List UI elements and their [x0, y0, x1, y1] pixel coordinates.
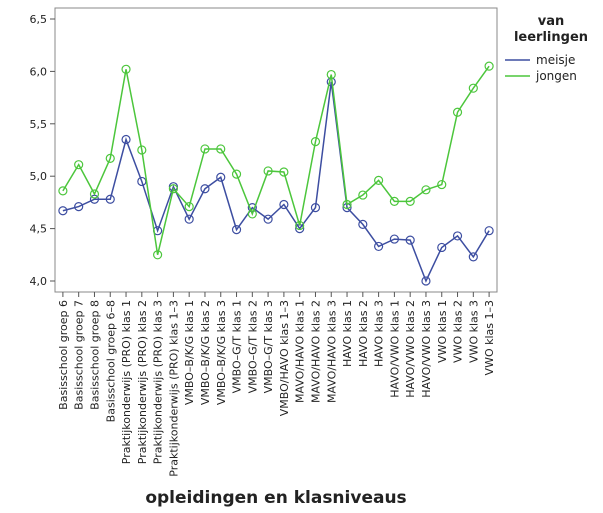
point: [184, 214, 194, 224]
series-line: [62, 65, 490, 255]
legend-title: van leerlingen: [513, 14, 589, 45]
y-tick-label: 5,0: [30, 170, 48, 183]
x-tick-label: VMBO–G/T klas 3: [262, 300, 275, 393]
point: [484, 61, 494, 71]
y-tick-label: 4,0: [30, 275, 48, 288]
plot-area: [54, 7, 498, 293]
point: [247, 203, 257, 213]
point: [247, 209, 257, 219]
x-tick-label: Basisschool groep 8: [88, 300, 101, 410]
point: [137, 145, 147, 155]
x-axis-title: opleidingen en klasniveaus: [145, 488, 406, 508]
point: [121, 134, 131, 145]
y-tick-label: 6,5: [30, 13, 48, 26]
x-tick-label: Praktijkonderwijs (PRO) klas 2: [136, 300, 149, 464]
x-tick-label: HAVO klas 3: [373, 300, 386, 367]
point: [74, 201, 84, 212]
x-tick-label: HAVO klas 2: [357, 300, 370, 367]
x-tick-label: VMBO–B/K/G klas 3: [215, 300, 228, 405]
point: [421, 185, 431, 195]
point: [74, 160, 84, 170]
point: [405, 235, 415, 245]
point: [405, 196, 415, 206]
point: [58, 186, 68, 196]
point: [484, 226, 494, 236]
x-tick-label: HAVO/VWO klas 3: [420, 300, 433, 398]
x-tick-label: HAVO/VWO klas 2: [404, 300, 417, 398]
point: [468, 252, 478, 262]
point: [168, 184, 178, 194]
point: [389, 196, 399, 206]
point: [468, 83, 478, 93]
x-tick-label: VMBO–B/K/G klas 2: [199, 300, 212, 405]
x-tick-label: Basisschool groep 7: [73, 300, 86, 410]
y-tick-label: 5,5: [30, 118, 48, 131]
point: [279, 199, 289, 210]
point: [437, 179, 447, 190]
point: [279, 167, 289, 177]
x-tick-label: Basisschool groep 6–8: [104, 300, 117, 422]
point: [421, 276, 431, 286]
point: [105, 194, 115, 204]
x-tick-label: VWO klas 1–3: [483, 300, 496, 375]
x-tick-label: Praktijkonderwijs (PRO) klas 1: [120, 300, 133, 464]
point: [216, 172, 226, 182]
point: [105, 153, 115, 163]
point: [58, 206, 68, 216]
point: [374, 241, 384, 252]
point: [342, 199, 352, 210]
point: [437, 242, 447, 253]
x-tick-label: HAVO klas 1: [341, 300, 354, 367]
x-tick-label: Basisschool groep 6: [57, 300, 70, 410]
x-tick-label: MAVO/HAVO klas 1: [294, 300, 307, 403]
x-tick-label: VWO klas 3: [467, 300, 480, 363]
point: [200, 144, 210, 154]
point: [121, 64, 131, 74]
y-tick-label: 4,5: [30, 223, 48, 236]
point: [295, 220, 305, 231]
x-tick-label: VMBO/HAVO klas 1–3: [278, 300, 291, 416]
point: [263, 214, 273, 224]
point: [452, 107, 463, 117]
x-tick-label: VWO klas 2: [452, 300, 465, 363]
point: [216, 144, 226, 154]
x-tick-label: VMBO–G/T klas 1: [231, 300, 244, 393]
x-tick-label: HAVO/VWO klas 1: [388, 300, 401, 398]
point: [200, 184, 210, 194]
x-tick-label: Praktijkonderwijs (PRO) klas 3: [152, 300, 165, 464]
point: [310, 137, 321, 147]
point: [452, 231, 463, 241]
point: [231, 169, 242, 179]
x-tick-label: Praktijkonderwijs (PRO) klas 1–3: [167, 300, 180, 477]
legend-label: jongen: [535, 69, 577, 83]
x-tick-label: MAVO/HAVO klas 3: [325, 300, 338, 403]
x-tick-label: VMBO–B/K/G klas 1: [183, 300, 196, 405]
y-tick-label: 6,0: [30, 65, 48, 78]
series-line: [62, 81, 490, 283]
point: [263, 166, 273, 176]
point: [184, 201, 194, 212]
x-tick-label: VWO klas 1: [436, 300, 449, 363]
point: [389, 234, 399, 244]
point: [310, 203, 321, 213]
point: [231, 225, 242, 235]
point: [358, 219, 368, 230]
x-tick-label: VMBO–G/T klas 2: [246, 300, 259, 393]
point: [326, 69, 336, 80]
point: [153, 250, 163, 260]
point: [89, 189, 100, 199]
legend-label: meisje: [536, 53, 575, 67]
x-tick-label: MAVO/HAVO klas 2: [309, 300, 322, 403]
point: [374, 175, 384, 185]
point: [358, 190, 368, 200]
